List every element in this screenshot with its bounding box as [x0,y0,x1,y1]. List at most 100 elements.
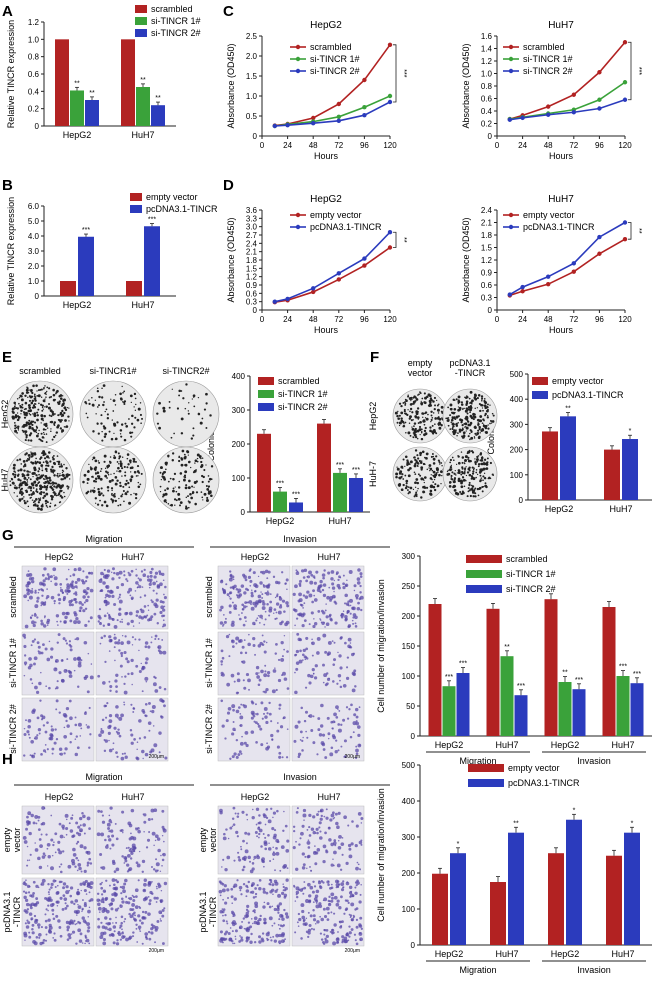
stained-cell [252,809,253,810]
stained-cell [338,846,342,850]
colony [456,493,459,496]
colony [451,419,454,422]
legend-label: si-TINCR 1# [278,389,328,399]
stained-cell [354,584,357,587]
colony [464,463,465,464]
stained-cell [79,735,81,737]
bar [289,502,303,512]
stained-cell [81,908,83,910]
stained-cell [104,750,106,752]
stained-cell [315,904,319,908]
stained-cell [359,706,361,708]
stained-cell [223,614,225,616]
colony [184,470,187,473]
stained-cell [244,639,246,641]
stained-cell [141,609,145,613]
stained-cell [112,878,116,882]
stained-cell [76,923,78,925]
x-tick-label: 72 [334,315,343,324]
colony [476,458,479,461]
stained-cell [355,939,357,941]
stained-cell [253,909,256,912]
stained-cell [163,619,165,621]
stained-cell [156,886,158,888]
colony [42,503,44,505]
colony [56,475,58,477]
colony [50,421,52,423]
stained-cell [153,575,156,578]
colony [30,420,33,423]
colony [465,410,468,413]
colony [40,487,42,489]
stained-cell [359,917,362,920]
legend-marker [509,225,513,229]
colony [447,406,449,408]
data-point [623,40,627,44]
stained-cell [40,588,43,591]
colony [113,424,116,427]
colony [106,505,109,508]
stained-cell [27,846,29,848]
stained-cell [245,579,248,582]
stained-cell [88,899,91,902]
stained-cell [331,897,334,900]
stained-cell [138,638,140,640]
stained-cell [240,936,242,938]
stained-cell [107,725,111,729]
stained-cell [151,809,155,813]
stained-cell [75,942,77,944]
stained-cell [86,587,89,590]
stained-cell [272,936,274,938]
stained-cell [56,738,58,740]
colony [122,392,124,394]
stained-cell [260,701,263,704]
colony [59,475,61,477]
bar [487,609,500,736]
stained-cell [339,680,341,682]
stained-cell [30,854,32,856]
colony [120,495,122,497]
stained-cell [344,619,347,622]
stained-cell [61,679,64,682]
stained-cell [37,816,40,819]
stained-cell [123,683,125,685]
stained-cell [58,671,61,674]
stained-cell [245,620,247,622]
stained-cell [323,748,326,751]
stained-cell [242,840,245,843]
stained-cell [34,614,37,617]
y-tick-label: 2.0 [28,262,40,271]
column-label: vector [408,368,433,378]
colony [205,464,206,465]
stained-cell [270,937,272,939]
stained-cell [326,880,329,883]
colony [462,476,463,477]
colony [188,480,191,483]
colony [50,428,51,429]
stained-cell [258,615,259,616]
stained-cell [312,741,315,744]
legend-label: pcDNA3.1-TINCR [552,390,624,400]
stained-cell [66,578,68,580]
colony [177,407,179,409]
colony [30,439,31,440]
stained-cell [248,937,250,939]
colony [93,490,96,493]
stained-cell [314,582,317,585]
chart-e: 0100200300400Colonies******HepG2******Hu… [206,372,370,526]
y-tick-label: 0 [411,732,416,741]
colony [465,455,468,458]
colony [469,482,471,484]
colony [95,472,96,473]
stained-cell [327,732,330,735]
group-label: Migration [459,965,496,975]
colony [18,403,20,405]
stained-cell [80,727,82,729]
stained-cell [47,910,49,912]
stained-cell [323,897,327,901]
colony [204,408,206,410]
colony [410,435,412,437]
stained-cell [234,922,237,925]
colony [58,461,61,464]
colony [40,491,43,494]
